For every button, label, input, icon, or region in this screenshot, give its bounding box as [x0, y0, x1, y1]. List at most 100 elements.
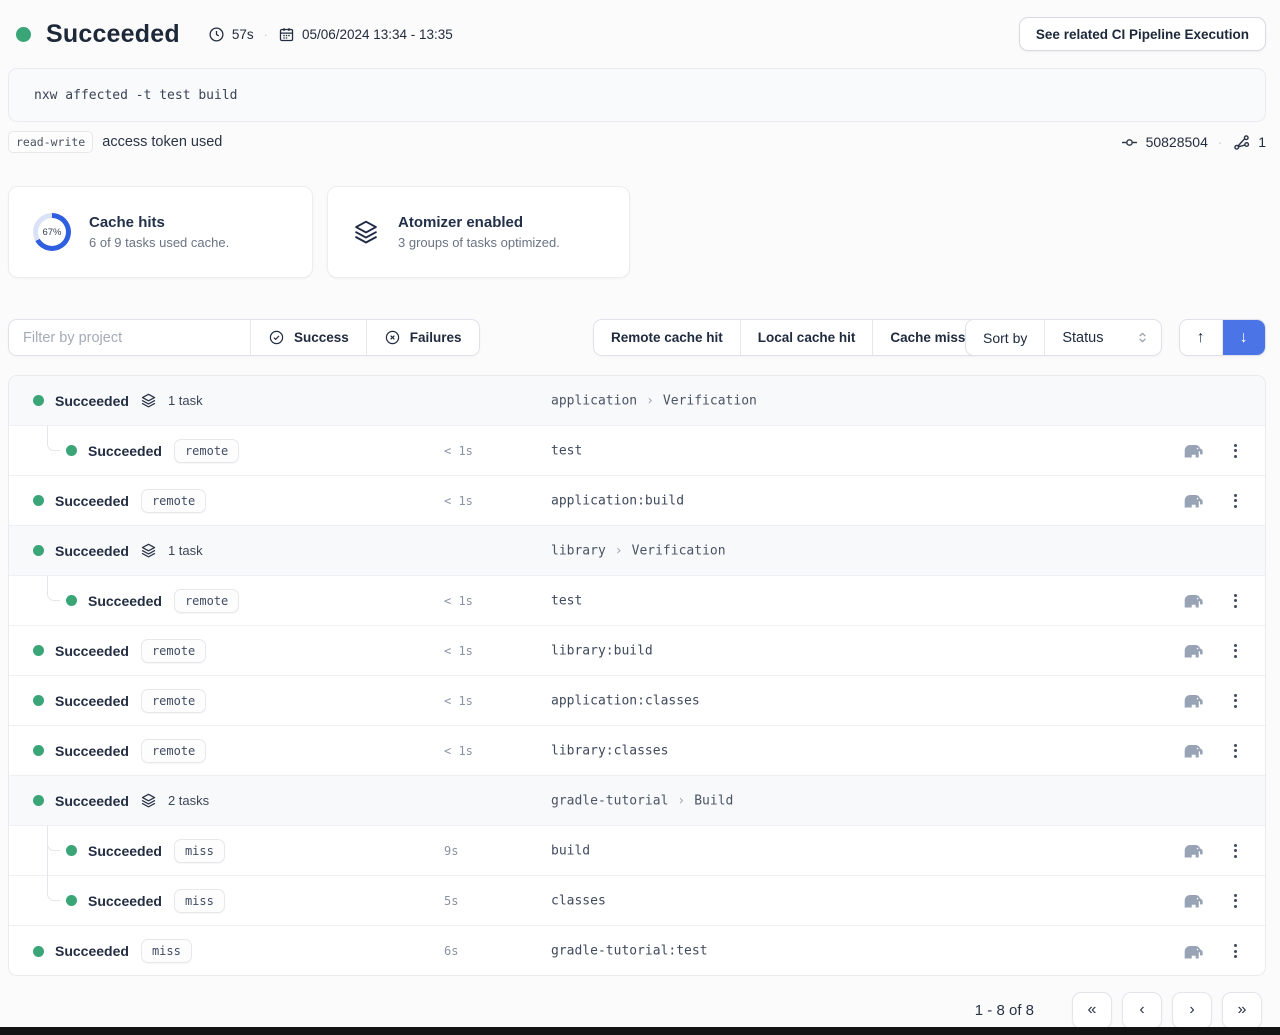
- project-filter-group: Success Failures: [8, 319, 480, 356]
- cache-hits-subtitle: 6 of 9 tasks used cache.: [89, 235, 230, 250]
- separator-dot: ·: [263, 26, 268, 42]
- row-menu-button[interactable]: [1230, 740, 1241, 762]
- row-menu-button[interactable]: [1230, 690, 1241, 712]
- task-row[interactable]: Succeeded remote < 1s library:build: [9, 626, 1265, 676]
- commit-info[interactable]: 50828504: [1120, 133, 1208, 152]
- task-name: gradle-tutorial:test: [551, 943, 708, 959]
- cache-badge: miss: [173, 888, 225, 913]
- atomizer-card[interactable]: Atomizer enabled 3 groups of tasks optim…: [327, 186, 630, 278]
- task-name: application:build: [551, 493, 685, 508]
- cache-hits-title: Cache hits: [89, 214, 165, 231]
- gradle-elephant-icon[interactable]: [1180, 891, 1205, 910]
- sort-descending-button[interactable]: ↓: [1222, 320, 1265, 355]
- gradle-elephant-icon[interactable]: [1180, 591, 1205, 610]
- cache-hits-card[interactable]: 67% Cache hits 6 of 9 tasks used cache.: [8, 186, 313, 278]
- last-page-button[interactable]: »: [1222, 991, 1262, 1029]
- status-dot: [33, 795, 44, 806]
- cache-badge: miss: [140, 939, 192, 963]
- status-label: Succeeded: [88, 442, 162, 459]
- status-label: Succeeded: [55, 392, 129, 409]
- status-label: Succeeded: [88, 892, 162, 909]
- row-menu-button[interactable]: [1230, 890, 1241, 912]
- task-count: 1 task: [167, 543, 203, 558]
- next-page-button[interactable]: ›: [1172, 991, 1212, 1029]
- task-duration: < 1s: [444, 743, 473, 758]
- status-dot: [66, 845, 77, 856]
- status-label: Succeeded: [55, 943, 129, 959]
- chevron-right-icon: ›: [677, 793, 686, 808]
- gradle-elephant-icon[interactable]: [1180, 741, 1205, 760]
- task-group-row[interactable]: Succeeded 1 task library › Verification: [9, 526, 1265, 576]
- task-row[interactable]: Succeeded remote < 1s library:classes: [9, 726, 1265, 776]
- tree-connector-elbow: [47, 426, 60, 451]
- gradle-elephant-icon[interactable]: [1180, 491, 1205, 510]
- task-group-row[interactable]: Succeeded 2 tasks gradle-tutorial › Build: [9, 776, 1265, 826]
- row-menu-button[interactable]: [1230, 490, 1241, 512]
- local-cache-hit-button[interactable]: Local cache hit: [740, 320, 874, 355]
- cache-badge: remote: [173, 588, 240, 613]
- clock-icon: [209, 26, 224, 42]
- task-row[interactable]: Succeeded miss 6s gradle-tutorial:test: [9, 926, 1265, 975]
- success-filter-button[interactable]: Success: [251, 320, 367, 355]
- group-path: gradle-tutorial › Build: [551, 793, 733, 808]
- layers-icon: [141, 393, 156, 408]
- command-box: nxw affected -t test build: [8, 68, 1266, 122]
- cache-miss-button[interactable]: Cache miss: [873, 320, 983, 355]
- task-row[interactable]: Succeeded remote < 1s application:build: [9, 476, 1265, 526]
- task-name: library:classes: [551, 743, 669, 758]
- row-menu-button[interactable]: [1230, 940, 1241, 962]
- atomizer-subtitle: 3 groups of tasks optimized.: [398, 235, 560, 250]
- previous-page-button[interactable]: ‹: [1122, 991, 1162, 1029]
- run-date-range: 05/06/2024 13:34 - 13:35: [278, 26, 453, 43]
- gradle-elephant-icon[interactable]: [1180, 641, 1205, 660]
- status-label: Succeeded: [88, 592, 162, 609]
- calendar-icon: [279, 27, 294, 41]
- task-duration: 9s: [444, 843, 459, 858]
- row-menu-button[interactable]: [1230, 840, 1241, 862]
- task-duration: 6s: [444, 944, 459, 958]
- task-group-row[interactable]: Succeeded 1 task application › Verification: [9, 376, 1265, 426]
- task-name: test: [551, 593, 583, 608]
- access-token-badge: read-write: [8, 131, 94, 153]
- task-duration: < 1s: [444, 493, 473, 508]
- bottom-bar: [0, 1027, 1280, 1035]
- gradle-elephant-icon[interactable]: [1180, 441, 1205, 460]
- sort-ascending-button[interactable]: ↑: [1180, 320, 1223, 355]
- task-row[interactable]: Succeeded miss 9s build: [9, 826, 1265, 876]
- commit-icon: [1121, 138, 1137, 146]
- task-row[interactable]: Succeeded remote < 1s test: [9, 576, 1265, 626]
- gradle-elephant-icon[interactable]: [1180, 691, 1205, 710]
- gradle-elephant-icon[interactable]: [1180, 841, 1205, 860]
- see-related-pipeline-button[interactable]: See related CI Pipeline Execution: [1018, 17, 1266, 51]
- status-dot: [33, 495, 44, 506]
- status-label: Succeeded: [88, 842, 162, 859]
- filter-by-project-input[interactable]: [9, 320, 251, 355]
- group-path: application › Verification: [551, 393, 757, 408]
- row-menu-button[interactable]: [1230, 640, 1241, 662]
- status-label: Succeeded: [55, 692, 129, 709]
- row-menu-button[interactable]: [1230, 590, 1241, 612]
- branch-info[interactable]: 1: [1232, 133, 1266, 152]
- task-row[interactable]: Succeeded remote < 1s application:classes: [9, 676, 1265, 726]
- status-dot: [16, 26, 31, 42]
- row-menu-button[interactable]: [1230, 440, 1241, 462]
- task-row[interactable]: Succeeded miss 5s classes: [9, 876, 1265, 926]
- failures-filter-button[interactable]: Failures: [366, 320, 479, 355]
- status-label: Succeeded: [55, 492, 129, 509]
- status-dot: [33, 645, 44, 656]
- pagination-range-label: 1 - 8 of 8: [974, 1001, 1034, 1019]
- task-row[interactable]: Succeeded remote < 1s test: [9, 426, 1265, 476]
- cache-hits-percent: 67%: [38, 218, 66, 246]
- token-row: read-write access token used 50828504 · …: [8, 131, 1266, 153]
- status-dot: [66, 445, 77, 456]
- command-text: nxw affected -t test build: [34, 87, 238, 103]
- first-page-button[interactable]: «: [1072, 991, 1112, 1029]
- check-circle-icon: [269, 330, 284, 345]
- run-duration: 57s: [208, 26, 254, 43]
- task-name: build: [551, 843, 591, 858]
- sort-status-select[interactable]: Status: [1045, 320, 1161, 355]
- task-duration: < 1s: [444, 643, 473, 658]
- target-name: Verification: [631, 543, 726, 558]
- gradle-elephant-icon[interactable]: [1180, 942, 1205, 961]
- remote-cache-hit-button[interactable]: Remote cache hit: [594, 320, 741, 355]
